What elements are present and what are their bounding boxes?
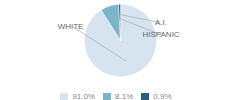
svg-text:HISPANIC: HISPANIC	[142, 30, 179, 39]
html-text:8.1%: 8.1%	[115, 92, 134, 100]
svg-text:A.I.: A.I.	[155, 18, 167, 27]
html-text:0.9%: 0.9%	[153, 92, 172, 100]
svg-text:WHITE: WHITE	[58, 22, 84, 31]
html-text:91.0%: 91.0%	[72, 92, 96, 100]
